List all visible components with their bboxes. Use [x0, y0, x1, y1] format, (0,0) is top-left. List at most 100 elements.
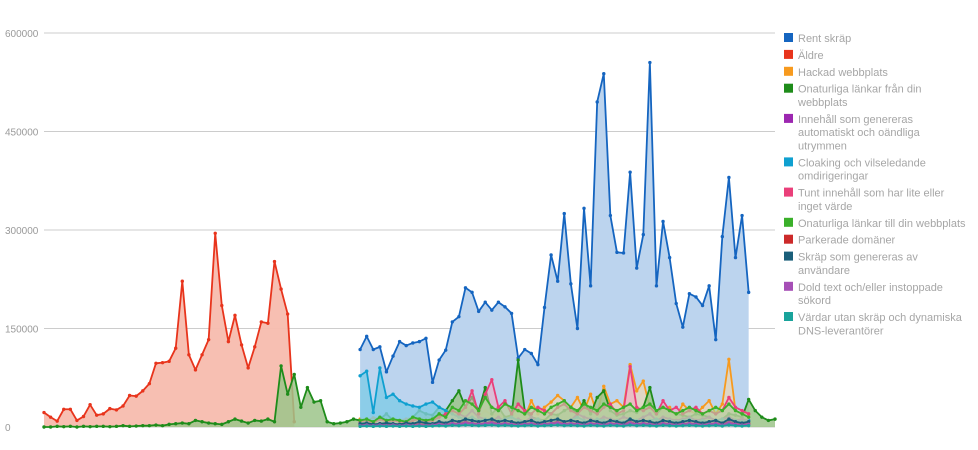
data-point: [279, 287, 283, 291]
data-point: [575, 326, 580, 331]
data-point: [358, 347, 362, 352]
data-point: [641, 423, 645, 428]
data-point: [266, 417, 270, 421]
data-point: [470, 423, 474, 428]
data-point: [371, 420, 375, 424]
legend-label: Tunt innehåll som har lite eller: [798, 188, 945, 200]
data-point: [542, 405, 547, 409]
data-point: [588, 392, 593, 396]
data-point: [430, 400, 435, 404]
data-point: [727, 175, 731, 180]
legend-label: användare: [798, 265, 850, 277]
data-point: [457, 389, 461, 393]
data-point: [569, 282, 573, 286]
data-point: [457, 420, 461, 424]
data-point: [641, 232, 645, 237]
data-point: [773, 417, 777, 421]
data-point: [562, 420, 566, 424]
legend-swatch: [784, 33, 793, 42]
data-point: [417, 339, 422, 344]
data-point: [687, 405, 692, 409]
series-area-fill: [360, 62, 749, 428]
data-point: [523, 420, 527, 424]
data-point: [127, 424, 132, 429]
data-point: [727, 395, 731, 400]
data-point: [582, 399, 586, 403]
data-point: [542, 423, 547, 428]
legend-swatch: [784, 113, 793, 123]
data-point: [391, 354, 395, 358]
data-point: [424, 424, 428, 429]
data-point: [608, 213, 613, 218]
data-point: [740, 424, 744, 428]
data-point: [727, 417, 731, 421]
data-point: [529, 399, 534, 403]
data-point: [364, 369, 369, 373]
data-point: [588, 284, 593, 288]
data-point: [746, 290, 751, 295]
data-point: [648, 420, 652, 424]
data-point: [635, 389, 639, 393]
data-point: [338, 421, 343, 425]
data-point: [674, 301, 678, 306]
data-point: [503, 418, 507, 423]
data-point: [55, 424, 59, 429]
data-point: [555, 402, 560, 406]
data-point: [411, 424, 415, 429]
data-point: [127, 393, 132, 398]
data-point: [404, 343, 408, 348]
data-point: [384, 370, 389, 374]
data-point: [62, 407, 66, 411]
data-point: [233, 417, 237, 421]
series: [358, 395, 751, 427]
data-point: [358, 374, 362, 378]
data-point: [391, 417, 395, 421]
data-point: [154, 361, 158, 366]
data-point: [595, 100, 599, 104]
data-point: [226, 420, 231, 424]
legend-label: sökord: [798, 295, 831, 307]
data-point: [141, 389, 145, 393]
data-point: [635, 423, 639, 428]
data-point: [694, 295, 698, 299]
data-point: [88, 402, 92, 407]
data-point: [602, 402, 606, 406]
data-point: [81, 414, 86, 419]
data-point: [588, 418, 593, 423]
data-point: [476, 408, 481, 413]
legend-swatch: [784, 312, 793, 321]
data-point: [371, 410, 375, 415]
data-point: [681, 325, 685, 329]
data-point: [674, 405, 678, 409]
data-point: [707, 408, 711, 413]
data-point: [108, 406, 112, 411]
legend-item: Värdar utan skräp och dynamiskaDNS-lever…: [784, 312, 963, 337]
legend-label: Onaturliga länkar från din: [798, 84, 922, 96]
data-point: [700, 303, 705, 308]
data-point: [134, 424, 138, 428]
data-point: [628, 417, 632, 421]
data-point: [687, 423, 692, 428]
data-point: [681, 423, 685, 428]
data-point: [213, 231, 217, 235]
data-point: [733, 405, 738, 409]
data-point: [378, 345, 382, 349]
series-area-fill: [44, 233, 295, 427]
data-point: [516, 402, 520, 406]
data-point: [615, 408, 619, 413]
data-point: [476, 423, 481, 428]
data-point: [470, 418, 474, 423]
legend-swatch: [784, 66, 793, 76]
data-point: [364, 424, 369, 428]
data-point: [239, 343, 244, 347]
data-point: [75, 418, 79, 423]
legend-swatch: [784, 157, 793, 167]
data-point: [635, 408, 639, 413]
data-point: [542, 412, 547, 416]
data-point: [476, 309, 481, 314]
data-point: [667, 408, 672, 413]
data-point: [641, 379, 645, 383]
data-point: [391, 424, 395, 428]
data-point: [193, 418, 198, 423]
